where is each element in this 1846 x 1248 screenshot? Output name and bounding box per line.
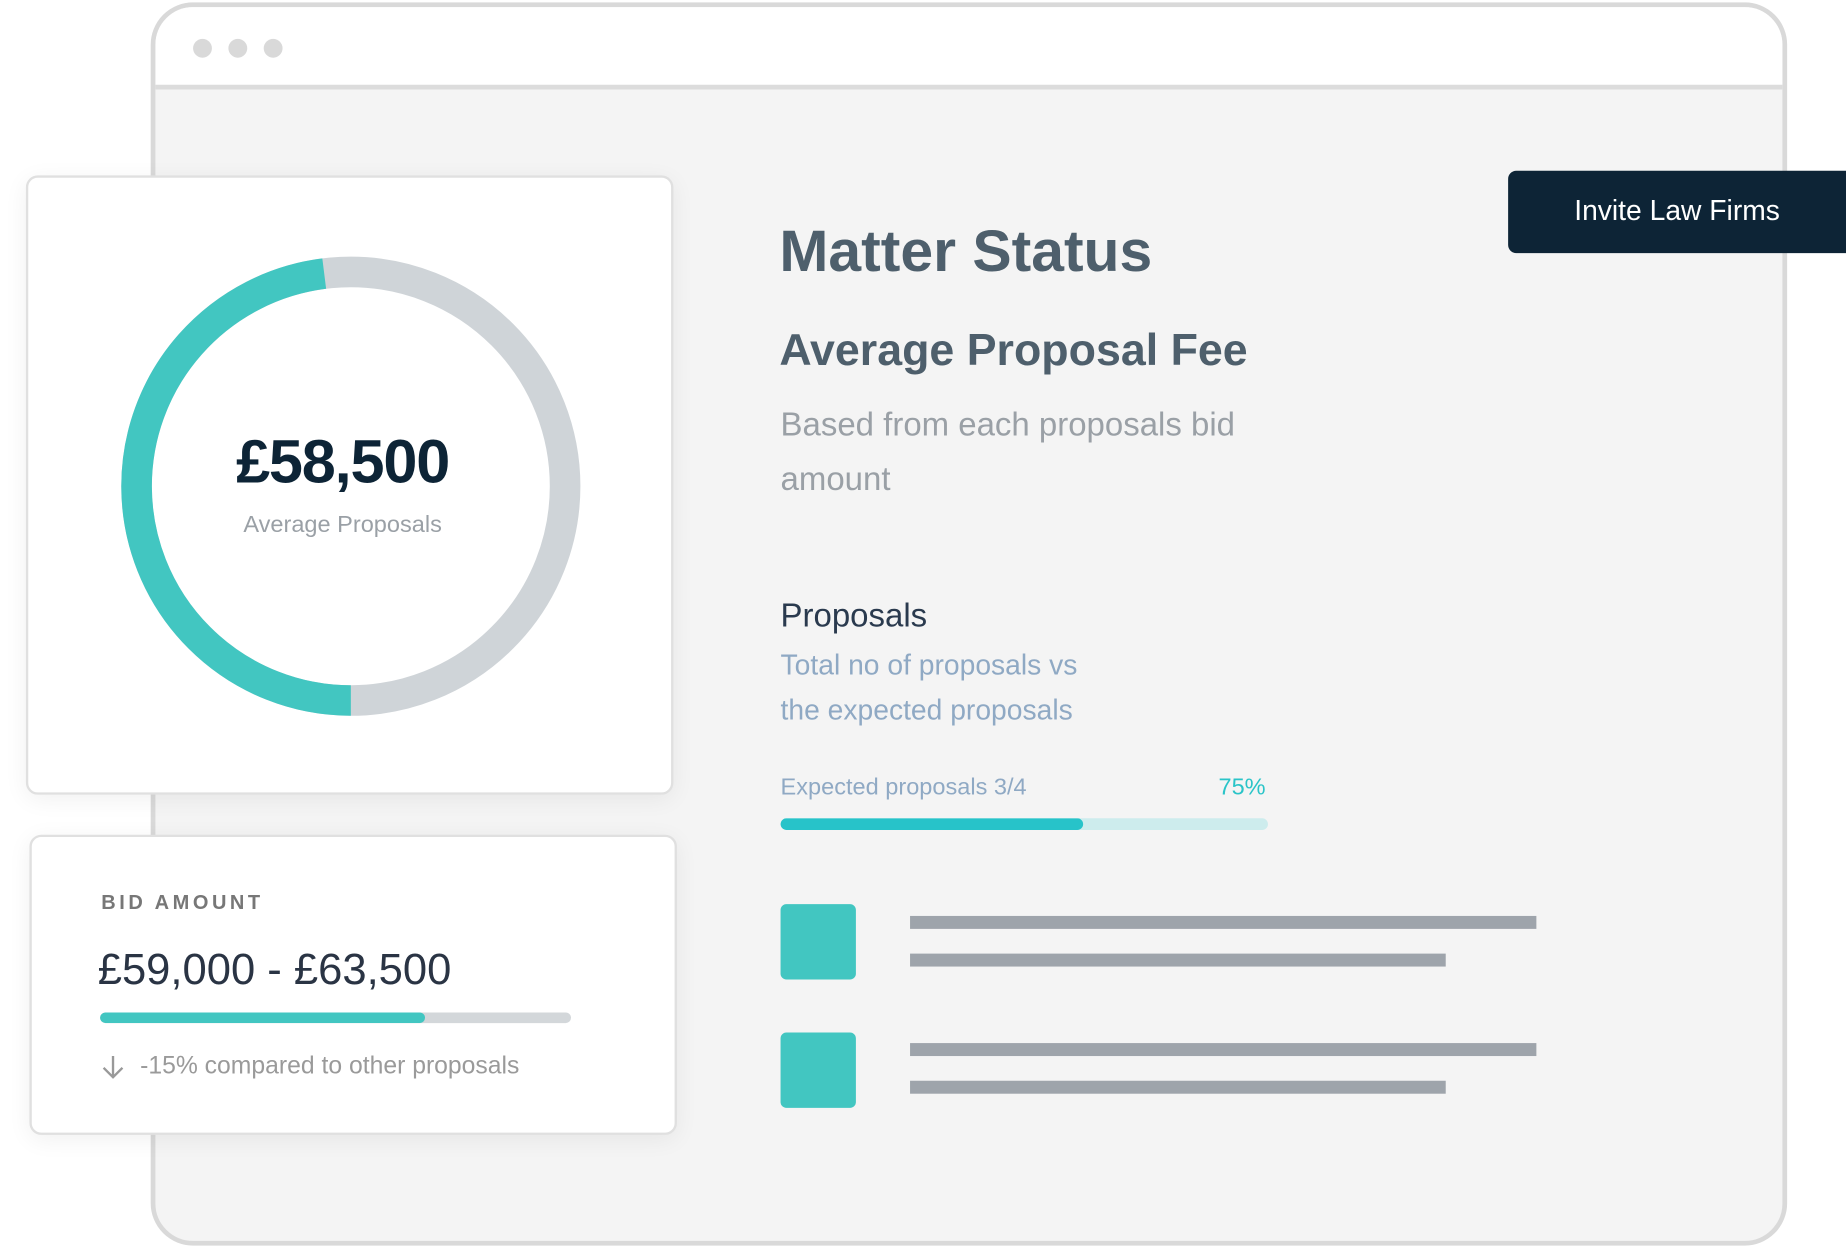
description-line: amount (780, 460, 891, 497)
bid-range: £59,000 - £63,500 (97, 945, 452, 994)
proposals-heading: Proposals (780, 596, 928, 634)
description-line: Based from each proposals bid (780, 406, 1235, 443)
list-item-thumbnail (780, 1032, 856, 1108)
section-subtitle: Average Proposal Fee (779, 326, 1248, 376)
invite-law-firms-button[interactable]: Invite Law Firms (1508, 170, 1846, 254)
window-dot-icon (263, 38, 283, 58)
placeholder-line (910, 1043, 1537, 1057)
window-titlebar (155, 7, 1783, 90)
list-item-thumbnail (780, 904, 856, 980)
average-label: Average Proposals (243, 512, 442, 539)
arrow-down-icon (102, 1056, 124, 1079)
proposals-description: the expected proposals (780, 694, 1073, 727)
placeholder-line (910, 953, 1446, 967)
bid-amount-card: BID AMOUNT £59,000 - £63,500 -15% compar… (29, 834, 677, 1135)
average-proposals-card: £58,500 Average Proposals (25, 175, 674, 795)
proposals-description: Total no of proposals vs (780, 649, 1078, 682)
proposals-progress-bar (780, 818, 1268, 830)
donut-chart (121, 256, 581, 716)
donut-fill (121, 256, 581, 716)
expected-proposals-label: Expected proposals 3/4 (780, 774, 1027, 801)
average-amount: £58,500 (236, 428, 450, 497)
placeholder-line (910, 1080, 1446, 1094)
window-dot-icon (193, 38, 212, 58)
placeholder-line (910, 915, 1537, 929)
bid-comparison-note: -15% compared to other proposals (140, 1052, 520, 1080)
page-title: Matter Status (779, 217, 1153, 284)
proposals-progress-fill (780, 818, 1083, 830)
bid-progress-bar (100, 1012, 571, 1024)
bid-progress-fill (100, 1012, 426, 1024)
window-dot-icon (228, 38, 248, 58)
bid-amount-title: BID AMOUNT (101, 891, 264, 914)
expected-proposals-percent: 75% (1218, 774, 1266, 801)
